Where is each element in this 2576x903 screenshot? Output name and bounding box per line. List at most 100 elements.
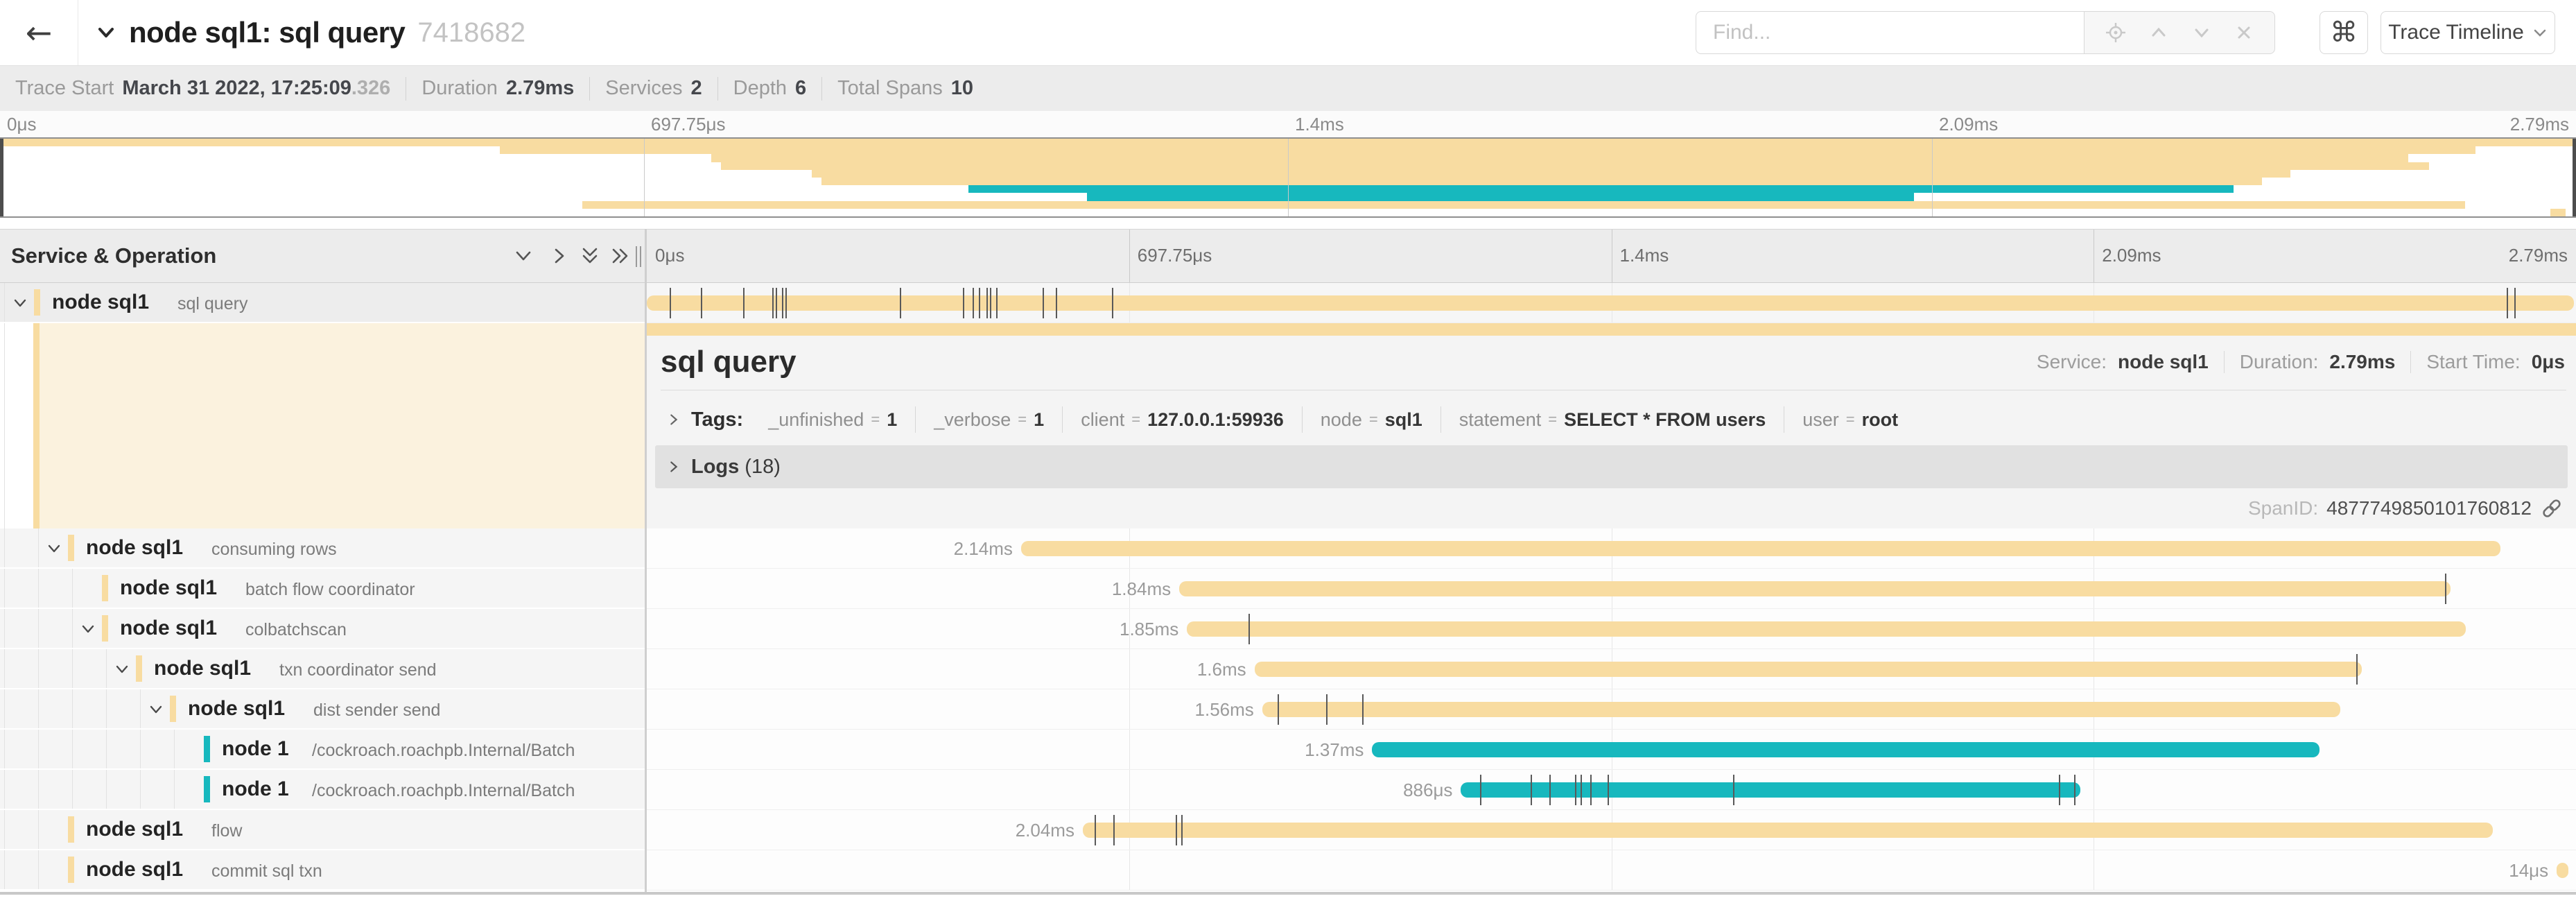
span-duration-bar[interactable] [1187,621,2466,637]
log-marker-tick[interactable] [2514,288,2516,318]
span-timeline-row[interactable]: 1.56ms [647,689,2576,730]
prev-match-icon[interactable] [2148,22,2170,44]
log-marker-tick[interactable] [2506,288,2508,318]
service-color-bar [102,615,108,642]
log-marker-tick[interactable] [1362,694,1364,725]
span-tree-row[interactable]: node sql1 consuming rows [0,528,645,569]
expand-one-icon[interactable] [548,230,571,282]
span-tree-row[interactable]: node 1/cockroach.roachpb.Internal/Batch [0,770,645,810]
keyboard-shortcuts-button[interactable]: ⌘ [2320,11,2368,54]
log-marker-tick[interactable] [963,288,965,318]
expand-chevron-icon[interactable] [148,701,164,718]
span-timeline-row[interactable]: 886μs [647,770,2576,810]
span-tree-row[interactable]: node sql1 txn coordinator send [0,649,645,689]
log-marker-tick[interactable] [743,288,745,318]
minimap-drag-handle-right[interactable] [2573,139,2576,216]
expand-chevron-icon[interactable] [12,295,28,311]
log-marker-tick[interactable] [776,288,778,318]
span-timeline-row[interactable]: 1.84ms [647,569,2576,609]
collapse-all-icon[interactable] [578,230,602,282]
expand-all-icon[interactable] [609,230,632,282]
log-marker-tick[interactable] [1607,775,1609,805]
log-marker-tick[interactable] [1111,288,1113,318]
log-marker-tick[interactable] [785,288,787,318]
timeline-ruler-label: 2.09ms [2102,245,2161,266]
focus-match-icon[interactable] [2105,22,2127,44]
span-tree-row[interactable]: node sql1 dist sender send [0,689,645,730]
operation-name: consuming rows [211,540,337,559]
log-marker-tick[interactable] [990,288,992,318]
copy-link-icon[interactable] [2540,497,2564,520]
expand-chevron-icon[interactable] [80,621,96,637]
expand-chevron-icon[interactable] [46,540,62,557]
log-marker-tick[interactable] [899,288,901,318]
span-timeline-row[interactable]: 14μs [647,850,2576,891]
logs-expander[interactable]: Logs (18) [655,445,2568,488]
timeline-gridline [1129,569,1130,608]
collapse-one-icon[interactable] [512,230,535,282]
span-tree-row[interactable]: node sql1 commit sql txn [0,850,645,891]
log-marker-tick[interactable] [1094,815,1096,845]
log-marker-tick[interactable] [978,288,980,318]
log-marker-tick[interactable] [2356,654,2358,685]
log-marker-tick[interactable] [2074,775,2076,805]
log-marker-tick[interactable] [1175,815,1177,845]
collapse-trace-chevron-icon[interactable] [96,22,116,43]
span-duration-bar[interactable] [1461,782,2080,798]
expand-chevron-icon[interactable] [114,661,130,678]
log-marker-tick[interactable] [1580,775,1582,805]
span-duration-bar[interactable] [1179,581,2451,596]
span-duration-bar[interactable] [1372,742,2320,757]
log-marker-tick[interactable] [1278,694,1280,725]
log-marker-tick[interactable] [1480,775,1482,805]
trace-view-selector[interactable]: Trace Timeline [2381,11,2555,54]
log-marker-tick[interactable] [772,288,774,318]
span-timeline-row[interactable]: 1.37ms [647,730,2576,770]
log-marker-tick[interactable] [1574,775,1576,805]
log-marker-tick[interactable] [1732,775,1734,805]
log-marker-tick[interactable] [1055,288,1057,318]
span-timeline-row[interactable] [647,283,2576,323]
span-timeline-row[interactable]: 1.85ms [647,609,2576,649]
span-duration-bar[interactable] [2557,863,2568,878]
log-marker-tick[interactable] [670,288,672,318]
span-duration-bar[interactable] [647,295,2575,311]
span-duration-bar[interactable] [1254,662,2362,677]
log-marker-tick[interactable] [1181,815,1183,845]
span-duration-bar[interactable] [1262,702,2341,717]
log-marker-tick[interactable] [1042,288,1044,318]
span-tree-row[interactable]: node sql1 sql query [0,283,645,323]
column-resizer-grip[interactable] [636,246,644,267]
next-match-icon[interactable] [2191,22,2213,44]
span-timeline-row[interactable]: 1.6ms [647,649,2576,689]
minimap-canvas[interactable] [0,137,2576,218]
span-tree-row[interactable]: node sql1 colbatchscan [0,609,645,649]
find-input[interactable] [1696,11,2084,54]
span-tree-row[interactable]: node sql1 flow [0,810,645,850]
log-marker-tick[interactable] [1530,775,1532,805]
span-duration-bar[interactable] [1082,823,2494,838]
minimap-drag-handle-left[interactable] [0,139,3,216]
span-tree-row[interactable]: node sql1 batch flow coordinator [0,569,645,609]
log-marker-tick[interactable] [1113,815,1115,845]
tags-row[interactable]: Tags: _unfinished = 1 _verbose = 1 client = 127.0… [666,398,1916,441]
log-marker-tick[interactable] [700,288,702,318]
log-marker-tick[interactable] [973,288,975,318]
log-marker-tick[interactable] [781,288,783,318]
clear-find-icon[interactable] [2234,22,2254,43]
log-marker-tick[interactable] [1549,775,1551,805]
span-tree-row[interactable]: node 1/cockroach.roachpb.Internal/Batch [0,730,645,770]
log-marker-tick[interactable] [1325,694,1328,725]
log-marker-tick[interactable] [986,288,988,318]
span-timeline-row[interactable]: 2.04ms [647,810,2576,850]
log-marker-tick[interactable] [1590,775,1592,805]
panel-divider[interactable] [645,229,647,893]
log-marker-tick[interactable] [995,288,998,318]
operation-name: txn coordinator send [279,660,437,680]
log-marker-tick[interactable] [2444,574,2446,604]
span-duration-bar[interactable] [1020,541,2501,556]
span-timeline-row[interactable]: 2.14ms [647,528,2576,569]
log-marker-tick[interactable] [1248,614,1251,644]
back-button[interactable]: ← [0,0,78,65]
log-marker-tick[interactable] [2059,775,2061,805]
